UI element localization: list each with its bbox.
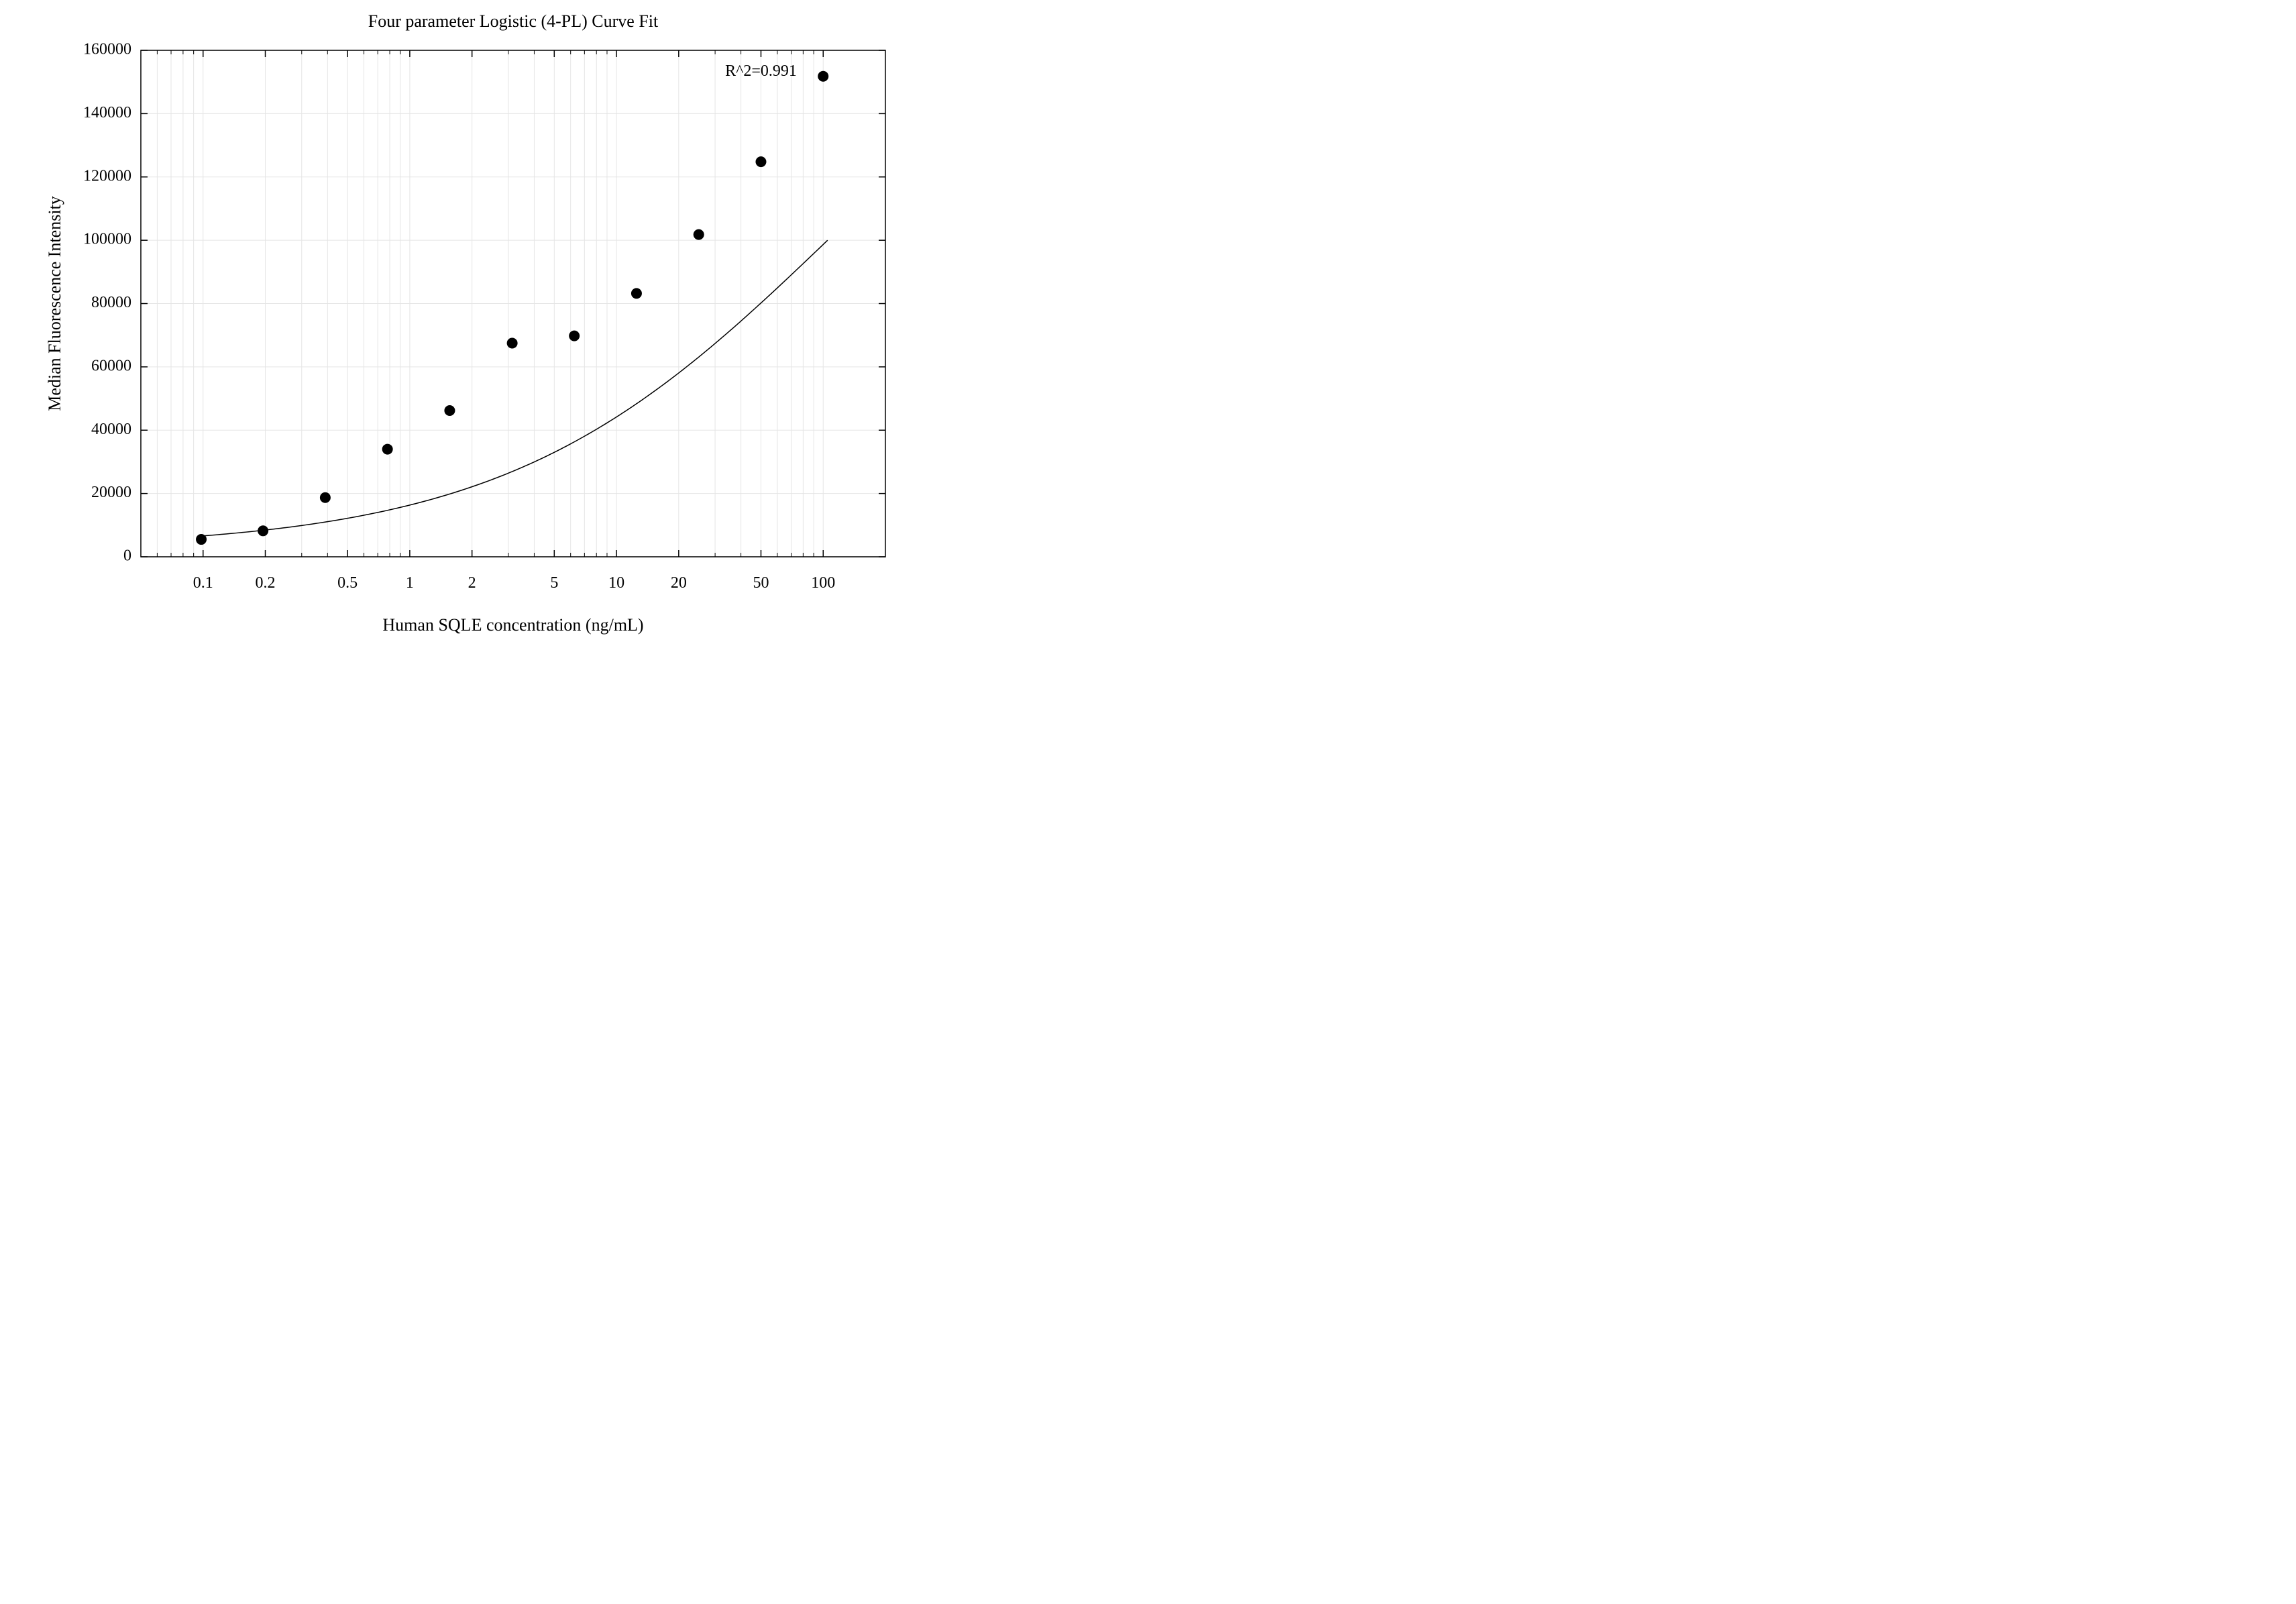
xtick-label: 100 [811,574,835,592]
ytick-label: 100000 [83,231,131,248]
ytick-label: 120000 [83,167,131,184]
xtick-label: 0.1 [193,574,213,592]
chart-svg: 0 20000 40000 60000 80000 100000 120000 140000 1… [0,0,1020,712]
y-axis-label: Median Fluorescence Intensity [45,196,64,411]
data-point [694,229,704,240]
data-point [569,331,580,341]
chart-container: 0 20000 40000 60000 80000 100000 120000 140000 1… [0,0,1020,712]
data-point [196,534,207,545]
ytick-label: 0 [123,547,131,565]
data-point [818,71,828,82]
data-point [258,525,268,536]
data-point [755,156,766,167]
ytick-label: 140000 [83,104,131,121]
data-point [507,337,518,348]
data-point [320,492,331,503]
ytick-label: 160000 [83,41,131,58]
ytick-label: 60000 [91,357,131,374]
ytick-label: 80000 [91,294,131,311]
xtick-label: 0.2 [256,574,276,592]
xtick-label: 1 [406,574,414,592]
data-point [444,405,455,416]
data-point [631,288,642,299]
xtick-label: 50 [753,574,769,592]
xtick-label: 5 [550,574,558,592]
xtick-label: 0.5 [337,574,358,592]
data-point [382,444,393,455]
r-squared-annotation: R^2=0.991 [725,62,797,80]
ytick-label: 20000 [91,484,131,501]
xtick-label: 2 [468,574,476,592]
chart-title: Four parameter Logistic (4-PL) Curve Fit [368,11,659,31]
x-axis-label: Human SQLE concentration (ng/mL) [382,615,643,635]
xtick-label: 10 [608,574,624,592]
xtick-label: 20 [671,574,687,592]
ytick-label: 40000 [91,421,131,438]
